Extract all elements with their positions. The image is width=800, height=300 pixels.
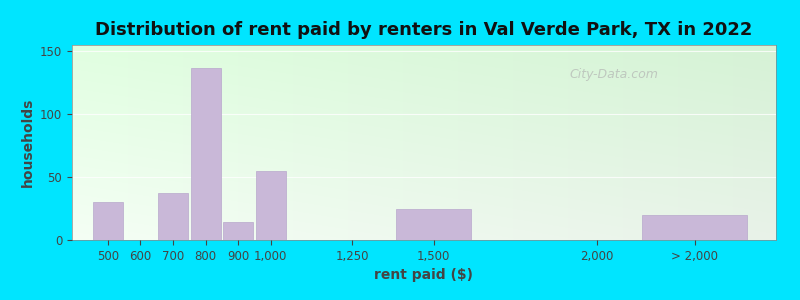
Text: City-Data.com: City-Data.com [570,68,658,81]
Bar [223,222,254,240]
Bar [396,208,471,240]
Bar [158,194,188,240]
Y-axis label: households: households [21,98,34,187]
Title: Distribution of rent paid by renters in Val Verde Park, TX in 2022: Distribution of rent paid by renters in … [95,21,753,39]
Bar [93,202,123,240]
Bar [642,215,747,240]
X-axis label: rent paid ($): rent paid ($) [374,268,474,282]
Bar [190,68,221,240]
Bar [256,171,286,240]
